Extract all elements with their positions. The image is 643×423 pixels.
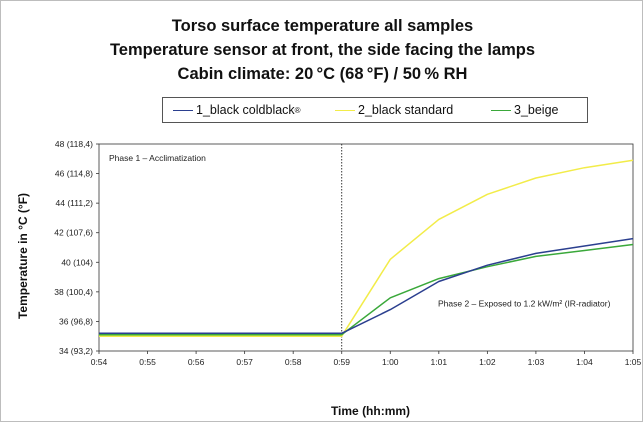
y-tick-label: 40 (104)	[61, 257, 93, 267]
plot-area	[98, 143, 634, 352]
legend-item-black-coldblack: 1_black coldblack ®	[173, 98, 301, 122]
y-tick-label: 38 (100,4)	[54, 287, 93, 297]
legend-label-black-coldblack: 1_black coldblack	[196, 103, 295, 117]
annotation-phase-2: Phase 2 – Exposed to 1.2 kW/m² (IR-radia…	[438, 299, 611, 309]
annotation-phase-1: Phase 1 – Acclimatization	[109, 153, 206, 163]
y-tick-label: 34 (93,2)	[59, 346, 93, 356]
legend-label-black-standard: 2_black standard	[358, 103, 454, 117]
x-tick-label: 0:54	[91, 357, 108, 367]
y-tick-label: 46 (114,8)	[55, 169, 93, 179]
chart-subtitle-climate: Cabin climate: 20 °C (68 °F) / 50 % RH	[177, 65, 468, 83]
x-tick-label: 0:58	[285, 357, 302, 367]
legend-swatch-black-standard	[335, 109, 355, 111]
series-line-black-coldblack	[99, 237, 634, 335]
y-tick-label: 44 (111,2)	[56, 198, 94, 208]
y-tick-label: 36 (96,8)	[59, 316, 93, 326]
series-line-beige	[99, 243, 634, 336]
legend-item-beige: 3_beige	[491, 98, 559, 122]
chart-legend: 1_black coldblack ® 2_black standard 3_be…	[162, 97, 588, 123]
x-tick-label: 0:59	[333, 357, 350, 367]
legend-item-black-standard: 2_black standard	[335, 98, 453, 122]
x-tick-label: 0:57	[236, 357, 253, 367]
x-tick-label: 1:03	[528, 357, 545, 367]
y-tick-label: 48 (118,4)	[55, 139, 93, 149]
y-tick-label: 42 (107,6)	[54, 228, 93, 238]
x-tick-label: 1:02	[479, 357, 496, 367]
legend-label-beige: 3_beige	[514, 103, 559, 117]
x-tick-label: 0:55	[139, 357, 156, 367]
x-tick-label: 1:05	[625, 357, 642, 367]
series-line-black-standard	[99, 159, 634, 337]
x-tick-label: 0:56	[188, 357, 205, 367]
x-axis-label: Time (hh:mm)	[330, 404, 411, 418]
y-axis-label: Temperature in °C (°F)	[16, 192, 30, 320]
x-tick-label: 1:00	[382, 357, 399, 367]
registered-mark: ®	[294, 105, 301, 115]
x-tick-label: 1:04	[576, 357, 593, 367]
legend-swatch-beige	[491, 109, 511, 111]
chart-subtitle-sensor: Temperature sensor at front, the side fa…	[109, 41, 536, 59]
legend-swatch-black-coldblack	[173, 109, 193, 111]
chart-title: Torso surface temperature all samples	[171, 17, 474, 35]
x-tick-label: 1:01	[431, 357, 448, 367]
